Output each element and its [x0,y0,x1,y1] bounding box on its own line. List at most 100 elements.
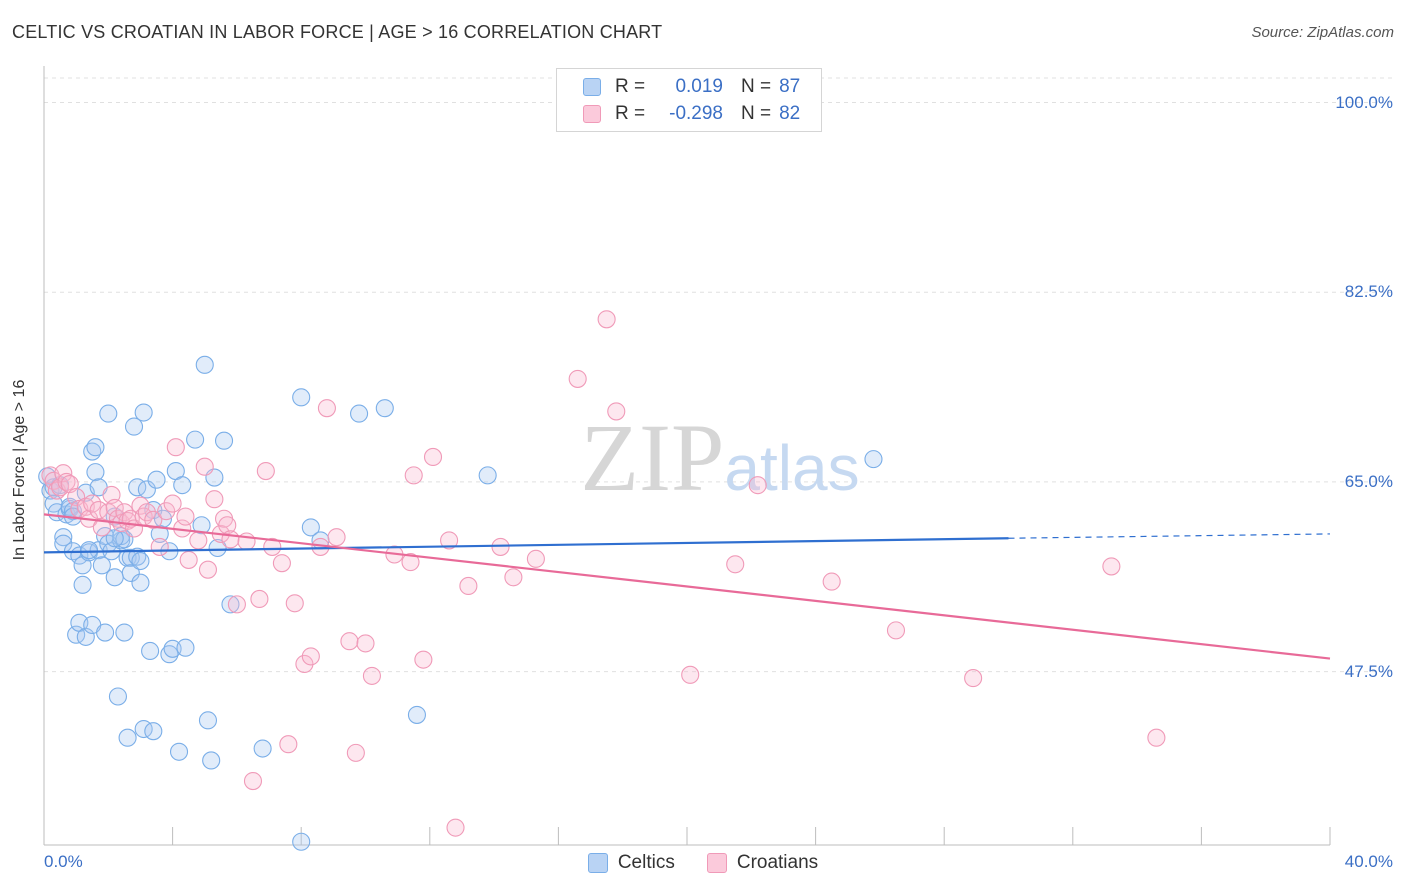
croatians-point [681,665,700,684]
croatians-point [83,494,102,513]
croatians-point [243,771,263,791]
celtics-point [141,641,160,661]
croatians-point [176,507,195,526]
croatians-point [401,553,420,572]
croatians-point [726,555,745,574]
legend-row-celtics: R = 0.019 N = 87 [583,75,800,99]
croatians-point [163,494,182,513]
croatians-point [440,531,459,550]
celtics-point [79,541,99,560]
celtics-point [131,573,150,592]
x-tick-max: 40.0% [1344,852,1393,871]
celtics-swatch [583,78,601,96]
celtics-trend-line [43,537,1009,554]
r-label: R = [615,103,646,124]
croatians-point [144,510,163,529]
croatians-point [57,472,76,491]
celtics-point [169,742,189,761]
croatians-point [340,632,359,651]
celtics-point [301,518,320,537]
croatians-point [597,310,616,329]
celtics-point [173,476,192,495]
celtics-point [407,705,426,724]
r-label: R = [615,76,646,97]
legend-item-croatians[interactable]: Croatians [706,852,819,874]
n-value-celtics: 87 [779,76,801,97]
croatians-point [227,595,246,614]
croatians-point [205,490,224,509]
croatians-point [362,666,381,685]
celtics-point [208,538,227,558]
celtics-point [99,404,118,423]
watermark: ZIPatlas [580,404,859,511]
celtics-point [121,548,140,567]
celtics-point [253,739,272,758]
croatians-point [404,466,423,485]
croatians-point [218,516,237,535]
croatians-point [263,537,282,556]
croatians-point [198,560,218,579]
watermark-zip: ZIP [580,404,724,511]
r-value-croatians: -0.298 [669,103,723,124]
croatians-point [131,496,150,515]
celtics-point [118,728,137,747]
croatians-point [221,530,240,549]
celtics-point [73,575,92,594]
celtics-point [202,751,221,770]
croatians-point [137,503,156,522]
celtics-trend-extension [1008,533,1331,539]
croatians-point [250,589,269,609]
celtics-point [86,438,105,457]
chart-source: Source: ZipAtlas.com [1251,24,1394,41]
y-tick-label: 65.0% [1344,471,1393,491]
croatians-point [1147,728,1166,747]
croatians-point [295,654,314,674]
celtics-point [214,431,234,450]
croatians-point [285,594,304,613]
legend-item-celtics[interactable]: Celtics [587,852,675,874]
celtics-point [163,639,182,658]
series-legend: Celtics Croatians [0,852,1406,874]
celtics-point [478,466,497,485]
celtics-point [131,551,150,571]
celtics-point [144,722,163,741]
axes [43,66,1331,846]
croatians-point [346,743,365,762]
croatians-legend-label: Croatians [736,852,819,873]
celtics-legend-swatch [587,853,608,873]
celtics-point [198,711,218,730]
celtics-point [375,399,394,418]
croatians-point [526,549,545,568]
celtics-point [221,595,240,614]
celtics-point [195,355,214,374]
celtics-point [147,470,166,489]
croatians-point [179,550,198,569]
croatians-point [195,457,214,476]
celtics-point [54,528,73,547]
croatians-point [92,518,111,537]
croatians-trend-line [43,513,1331,660]
celtics-point [86,463,105,482]
celtics-point [292,832,311,851]
watermark-atlas: atlas [724,432,859,504]
celtics-point [137,480,156,499]
legend-row-croatians: R = -0.298 N = 82 [583,102,800,126]
y-tick-label: 82.5% [1344,282,1393,302]
croatians-point [414,650,433,669]
croatians-point [568,369,587,388]
croatians-point [301,647,320,666]
celtics-point [350,404,369,423]
croatians-point [822,572,841,591]
croatians-point [964,669,983,688]
croatians-point [423,447,443,467]
croatians-point [1102,557,1121,576]
chart-title: CELTIC VS CROATIAN IN LABOR FORCE | AGE … [12,22,663,42]
croatians-point [150,537,169,556]
y-tick-label: 47.5% [1344,661,1393,681]
x-tick-min: 0.0% [44,852,83,871]
celtics-point [121,563,140,582]
croatians-point [446,818,465,837]
y-tick-label: 100.0% [1335,92,1393,112]
croatians-point [317,399,336,418]
